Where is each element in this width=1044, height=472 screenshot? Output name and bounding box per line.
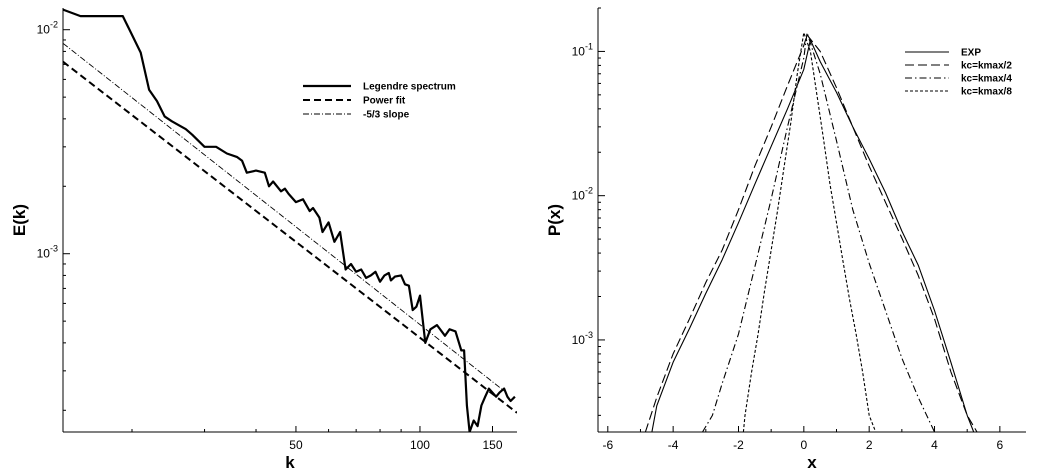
series-line-exp xyxy=(651,39,975,432)
x-tick-label-0: 0 xyxy=(800,438,807,452)
legend: EXP kc=kmax/2 kc=kmax/4 kc=kmax/8 xyxy=(905,48,1012,98)
y-tick-exponent: -3 xyxy=(585,330,593,340)
series-line-legendre-spectrum xyxy=(63,8,516,432)
legend-label-exp: EXP xyxy=(961,48,981,59)
series-line-kc-kmax-4 xyxy=(702,32,935,432)
y-tick-exponent: -3 xyxy=(50,244,58,254)
series-line-5-3-slope xyxy=(63,42,505,392)
y-tick-label-10e-1: 10-1 xyxy=(572,41,593,58)
legend-label-5-3-slope: -5/3 slope xyxy=(363,110,410,121)
x-axis-title: x xyxy=(807,453,817,472)
y-tick-label-10e-2: 10-2 xyxy=(37,20,58,37)
x-tick-label-100: 100 xyxy=(410,438,430,452)
x-tick-label-2: 2 xyxy=(866,438,873,452)
y-tick-exponent: -1 xyxy=(585,41,593,51)
legend-label-kc-kmax-8: kc=kmax/8 xyxy=(961,87,1012,98)
y-tick-base: 10 xyxy=(572,189,586,203)
y-tick-label-10e-2: 10-2 xyxy=(572,186,593,203)
y-tick-base: 10 xyxy=(572,333,586,347)
y-axis-title: P(x) xyxy=(545,204,564,236)
legend-label-kc-kmax-4: kc=kmax/4 xyxy=(961,74,1012,85)
x-tick-label-6: -6 xyxy=(602,438,613,452)
series-group xyxy=(63,8,517,432)
x-tick-label-150: 150 xyxy=(482,438,502,452)
y-tick-base: 10 xyxy=(37,247,51,261)
y-tick-exponent: -2 xyxy=(585,186,593,196)
y-tick-base: 10 xyxy=(572,44,586,58)
series-group xyxy=(644,32,978,432)
legend: Legendre spectrum Power fit -5/3 slope xyxy=(303,82,456,121)
x-tick-label-50: 50 xyxy=(289,438,303,452)
y-axis-title: E(k) xyxy=(10,204,29,236)
y-tick-base: 10 xyxy=(37,23,51,37)
legend-label-legendre-spectrum: Legendre spectrum xyxy=(363,82,456,93)
series-line-kc-kmax-2 xyxy=(644,34,978,432)
x-axis-title: k xyxy=(285,453,295,472)
y-tick-exponent: -2 xyxy=(50,20,58,30)
right-chart-pdf: -6 -4 -2 0 2 4 610-110-210-3xP(x)EXPkc=kmax/2k… xyxy=(545,7,1026,472)
y-tick-label-10e-3: 10-3 xyxy=(572,330,593,347)
x-tick-label-4: 4 xyxy=(931,438,938,452)
x-tick-label-4: -4 xyxy=(668,438,679,452)
y-tick-label-10e-3: 10-3 xyxy=(37,244,58,261)
series-line-power-fit xyxy=(63,60,517,414)
series-line-kc-kmax-8 xyxy=(742,32,877,432)
x-tick-label-2: -2 xyxy=(733,438,744,452)
legend-label-kc-kmax-2: kc=kmax/2 xyxy=(961,61,1012,72)
legend-label-power-fit: Power fit xyxy=(363,96,406,107)
x-tick-label-6: 6 xyxy=(997,438,1004,452)
